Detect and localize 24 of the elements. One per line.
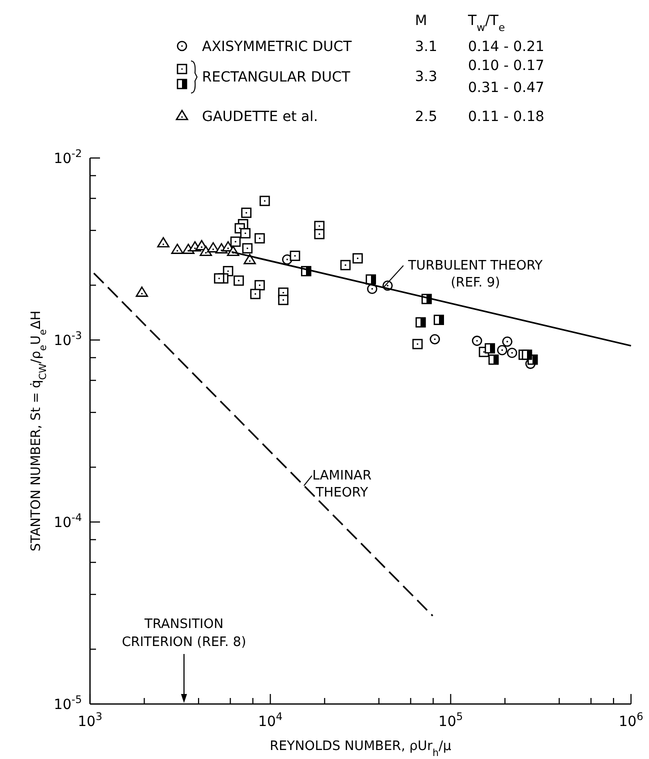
legend-label: AXISYMMETRIC DUCT bbox=[202, 39, 352, 55]
text: 0.10 - 0.17 bbox=[468, 58, 544, 74]
x-axis-title: REYNOLDS NUMBER, ρUr$_{h}$/μ bbox=[270, 739, 452, 758]
text: 3.1 bbox=[415, 39, 438, 55]
legend-label: TURBULENT THEORY (REF. 9) bbox=[407, 258, 543, 291]
text: 0.31 - 0.47 bbox=[468, 80, 544, 96]
text: 0.14 - 0.21 bbox=[468, 39, 544, 55]
x-tick-label: 10$^{3}$ bbox=[78, 711, 102, 730]
x-tick-label: 10$^{4}$ bbox=[258, 711, 283, 730]
text: M bbox=[415, 13, 428, 29]
text: 0.11 - 0.18 bbox=[468, 109, 544, 125]
text: 3.3 bbox=[415, 69, 438, 85]
x-tick-label: 10$^{6}$ bbox=[618, 711, 644, 730]
legend-label: GAUDETTE et al. bbox=[202, 109, 318, 125]
text: T$_{w}$/T$_{e}$ bbox=[467, 13, 505, 34]
annotation: TRANSITION CRITERION (REF. 8) bbox=[122, 617, 246, 650]
x-tick-label: 10$^{5}$ bbox=[438, 711, 463, 730]
text: 2.5 bbox=[415, 109, 438, 125]
y-tick-label: 10$^{-2}$ bbox=[54, 148, 82, 167]
y-tick-label: 10$^{-5}$ bbox=[54, 694, 82, 713]
y-tick-label: 10$^{-3}$ bbox=[54, 330, 82, 349]
legend-label: RECTANGULAR DUCT bbox=[202, 70, 351, 86]
y-tick-label: 10$^{-4}$ bbox=[54, 512, 82, 531]
legend-label: LAMINAR THEORY bbox=[312, 468, 372, 501]
